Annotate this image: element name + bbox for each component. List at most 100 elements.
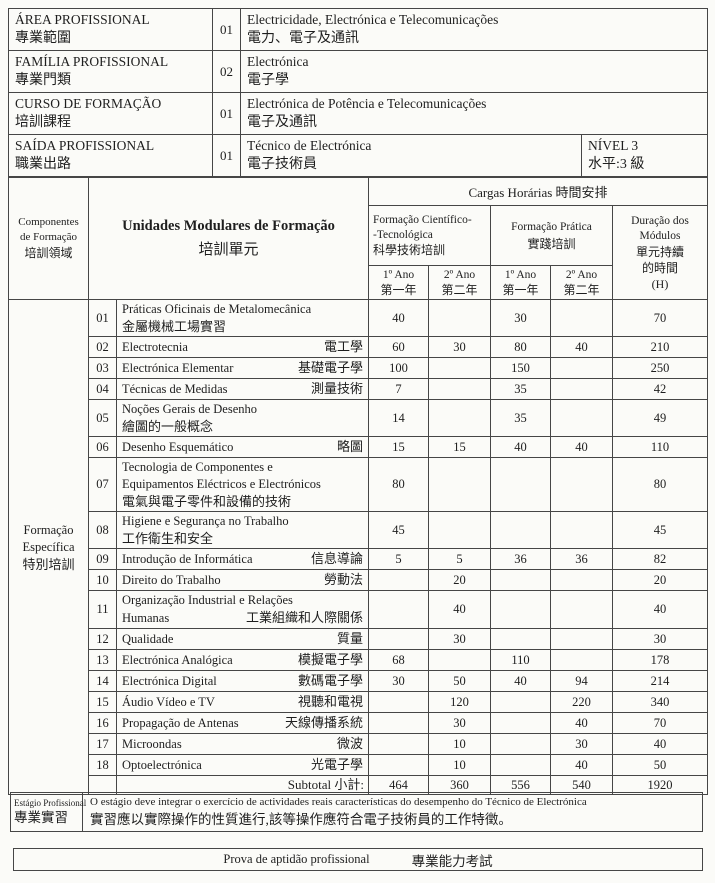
module-row-13: 13 Electrónica Analógica 模擬電子學 68 110 178 [9,649,708,671]
hours-value [550,628,613,650]
module-name-pt: Electrotecnia [122,340,188,354]
hours-value: 36 [550,548,613,570]
module-name-line: 金屬機械工場實習 [122,318,363,335]
module-name-cell: Qualidade 質量 [116,628,369,650]
group-label-line: 特別培訓 [22,556,75,572]
module-row-17: 17 Microondas 微波 10 30 40 [9,733,708,755]
module-number: 17 [88,733,117,755]
module-name-line: Electrotecnia 電工學 [122,338,363,356]
pr-ano2-zh: 第二年 [563,282,600,297]
hours-value: 40 [550,336,613,358]
hours-value [428,399,491,437]
group-label-line: Formação [23,522,74,537]
module-name-line: Organização Industrial e Relações [122,592,363,609]
module-row-02: 02 Electrotecnia 電工學 60 30 80 40 210 [9,336,708,358]
pr-ano1-header: 1º Ano 第一年 [490,265,551,300]
hours-value [368,569,429,591]
module-name-cell: Electrónica Analógica 模擬電子學 [116,649,369,671]
hours-value [550,299,613,337]
module-name-cell: Optoelectrónica 光電子學 [116,754,369,776]
hours-value: 10 [428,754,491,776]
prova-label-pt: Prova de aptidão profissional [223,852,370,866]
module-name-zh: 電工學 [323,339,363,354]
hours-value: 120 [428,691,491,713]
cientifico-line1: Formação Científico- [373,214,472,226]
area-label-zh: 專業範圍 [15,31,71,46]
cargas-horarias-header: Cargas Horárias 時間安排 [368,177,708,206]
prova-box: Prova de aptidão profissional 專業能力考試 [13,848,703,871]
module-name-pt: Introdução de Informática [122,552,253,566]
hours-value: 94 [550,670,613,692]
hours-value [490,628,551,650]
hours-value [490,754,551,776]
module-row-18: 18 Optoelectrónica 光電子學 10 40 50 [9,754,708,776]
module-name-pt: Equipamentos Eléctricos e Electrónicos [122,477,321,491]
module-name-zh: 略圖 [336,439,363,454]
module-row-11: 11 Organização Industrial e Relações Human… [9,590,708,629]
module-name-line: Electrónica Elementar 基礎電子學 [122,359,363,377]
hours-value: 150 [490,357,551,379]
module-name-line: 工作衛生和安全 [122,530,363,547]
unidades-title-pt: Unidades Modulares de Formação [122,218,335,234]
module-name-pt: Humanas [122,611,170,625]
hours-value: 340 [612,691,708,713]
hours-value: 214 [612,670,708,692]
module-row-10: 10 Direito do Trabalho 勞動法 20 20 [9,569,708,591]
module-name-cell: Electrotecnia 電工學 [116,336,369,358]
componentes-header-cell: Componentes de Formação 培訓領域 [8,177,89,300]
module-name-line: 繪圖的一般概念 [122,418,363,435]
area-label-cell: ÁREA PROFISSIONAL 專業範圍 [8,8,213,51]
module-name-pt: Direito do Trabalho [122,573,221,587]
module-name-line: Tecnologia de Componentes e [122,459,363,476]
saida-desc-pt: Técnico de Electrónica [247,138,372,153]
module-name-zh: 電氣與電子零件和設備的技術 [122,494,292,509]
module-row-14: 14 Electrónica Digital 數碼電子學 30 50 40 94 214 [9,670,708,692]
hours-value: 70 [612,712,708,734]
module-name-line: Áudio Vídeo e TV 視聽和電視 [122,693,363,711]
profile-row-curso: CURSO DE FORMAÇÃO 培訓課程 01 Electrónica de… [8,92,709,135]
modules-table: Componentes de Formação 培訓領域 Unidades Mo… [8,177,708,795]
hours-value: 40 [550,754,613,776]
module-name-line: Microondas 微波 [122,735,363,753]
curso-label-zh: 培訓課程 [15,115,71,130]
hours-value: 80 [612,457,708,512]
hours-value: 40 [490,436,551,458]
duracao-line5: (H) [651,276,669,291]
familia-code: 02 [212,50,241,93]
module-name-zh: 信息導論 [310,551,363,566]
hours-value: 15 [428,436,491,458]
module-number: 04 [88,378,117,400]
hours-value: 35 [490,378,551,400]
hours-value: 80 [490,336,551,358]
module-name-line: Humanas 工業組織和人際關係 [122,609,363,627]
module-name-zh: 視聽和電視 [297,694,363,709]
hours-value: 15 [368,436,429,458]
module-name-cell: Desenho Esquemático 略圖 [116,436,369,458]
hours-value: 50 [612,754,708,776]
ct-ano1-zh: 第一年 [380,282,417,297]
module-name-line: Equipamentos Eléctricos e Electrónicos [122,476,363,493]
module-number: 15 [88,691,117,713]
hours-value: 220 [550,691,613,713]
ct-ano2-zh: 第二年 [441,282,478,297]
module-name-zh: 模擬電子學 [297,652,363,667]
module-row-07: 07 Tecnologia de Componentes e Equipamento… [9,457,708,512]
componentes-line3: 培訓領域 [24,246,73,260]
module-number: 10 [88,569,117,591]
nivel-pt: NÍVEL 3 [588,138,639,153]
module-number: 02 [88,336,117,358]
module-name-line: Qualidade 質量 [122,630,363,648]
module-name-zh: 光電子學 [310,757,363,772]
module-name-pt: Electrónica Analógica [122,653,233,667]
hours-value: 20 [428,569,491,591]
module-row-05: 05 Noções Gerais de Desenho 繪圖的一般概念 14 35 49 [9,399,708,437]
hours-value [368,691,429,713]
saida-label-zh: 職業出路 [15,157,71,172]
module-name-cell: Noções Gerais de Desenho 繪圖的一般概念 [116,399,369,437]
module-name-zh: 天線傳播系統 [284,715,363,730]
module-name-line: Optoelectrónica 光電子學 [122,756,363,774]
module-row-06: 06 Desenho Esquemático 略圖 15 15 40 40 110 [9,436,708,458]
hours-value: 40 [368,299,429,337]
saida-code: 01 [212,134,241,177]
module-name-line: Noções Gerais de Desenho [122,401,363,418]
